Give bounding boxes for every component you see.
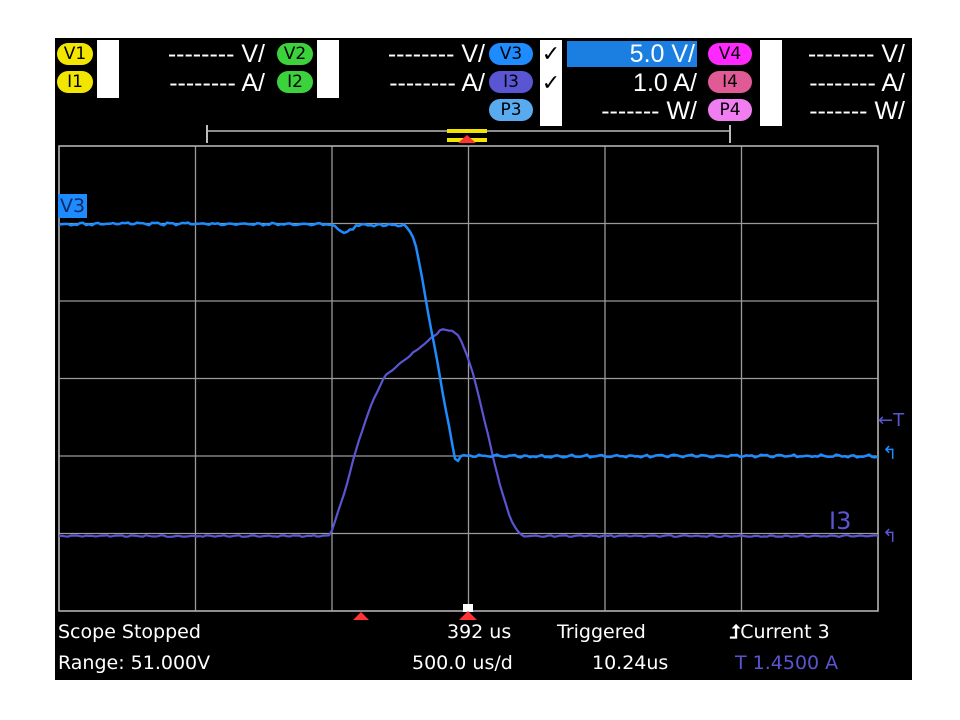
v3-checkbox[interactable]: ✓	[540, 40, 562, 69]
i2-checkbox[interactable]	[317, 69, 339, 98]
i1-badge[interactable]: I1	[57, 71, 93, 93]
scope-state: Scope Stopped	[58, 621, 201, 643]
delay-readout: 392 us	[447, 621, 512, 643]
trigger-state: Triggered	[557, 621, 646, 643]
i3-trace-label: I3	[829, 507, 852, 535]
v3-scale[interactable]: 5.0 V/	[567, 41, 697, 67]
ground-icon: ↰	[882, 443, 898, 464]
trigger-time: 10.24us	[592, 652, 669, 674]
graticule	[58, 145, 879, 612]
p4-badge[interactable]: P4	[708, 99, 752, 121]
range-readout: Range: 51.000V	[58, 652, 211, 674]
v4-badge[interactable]: V4	[708, 43, 752, 65]
delay-marker	[353, 612, 369, 620]
i3-badge[interactable]: I3	[489, 71, 533, 93]
rising-edge-icon: ⮥	[729, 621, 741, 643]
i4-badge[interactable]: I4	[708, 71, 752, 93]
v4-scale: -------- V/	[807, 40, 905, 68]
i3-trace	[59, 328, 879, 538]
ground-icon: ↰	[882, 526, 898, 547]
v4-checkbox[interactable]	[760, 40, 782, 69]
v3-trace	[58, 221, 879, 463]
i1-scale: -------- A/	[169, 69, 265, 97]
trigger-marker-bottom	[459, 611, 477, 620]
v3-badge[interactable]: V3	[489, 43, 533, 65]
i4-checkbox[interactable]	[760, 69, 782, 98]
trigger-level-readout: T 1.4500 A	[735, 652, 839, 674]
scope-screen: V1 -------- V/ I1 -------- A/ V2 -------…	[55, 38, 912, 680]
waveform-display	[58, 125, 879, 620]
i3-checkbox[interactable]: ✓	[540, 69, 562, 98]
i3-scale: 1.0 A/	[633, 69, 697, 97]
trigger-source-label: Current 3	[740, 621, 830, 643]
p3-scale: ------- W/	[601, 97, 697, 125]
i4-scale: -------- A/	[809, 69, 905, 97]
p4-scale: ------- W/	[809, 97, 905, 125]
p3-checkbox[interactable]	[540, 97, 562, 126]
record-extent-bar	[206, 125, 731, 143]
trigger-level-marker: ←T	[878, 410, 905, 431]
v3-trace-label: V3	[58, 194, 88, 218]
p4-checkbox[interactable]	[760, 97, 782, 126]
view-window-marker	[447, 129, 487, 133]
v1-badge[interactable]: V1	[57, 43, 93, 65]
i2-scale: -------- A/	[389, 69, 485, 97]
timebase-readout: 500.0 us/d	[412, 652, 513, 674]
trigger-position-marker	[458, 135, 476, 143]
i2-badge[interactable]: I2	[277, 71, 313, 93]
v2-scale: -------- V/	[387, 40, 485, 68]
v1-scale: -------- V/	[167, 40, 265, 68]
p3-badge[interactable]: P3	[489, 99, 533, 121]
v2-checkbox[interactable]	[317, 40, 339, 69]
bottom-markers	[353, 604, 477, 620]
v2-badge[interactable]: V2	[277, 43, 313, 65]
i1-checkbox[interactable]	[97, 69, 119, 98]
v1-checkbox[interactable]	[97, 40, 119, 69]
trigger-source: ⮥Current 3	[729, 621, 830, 643]
